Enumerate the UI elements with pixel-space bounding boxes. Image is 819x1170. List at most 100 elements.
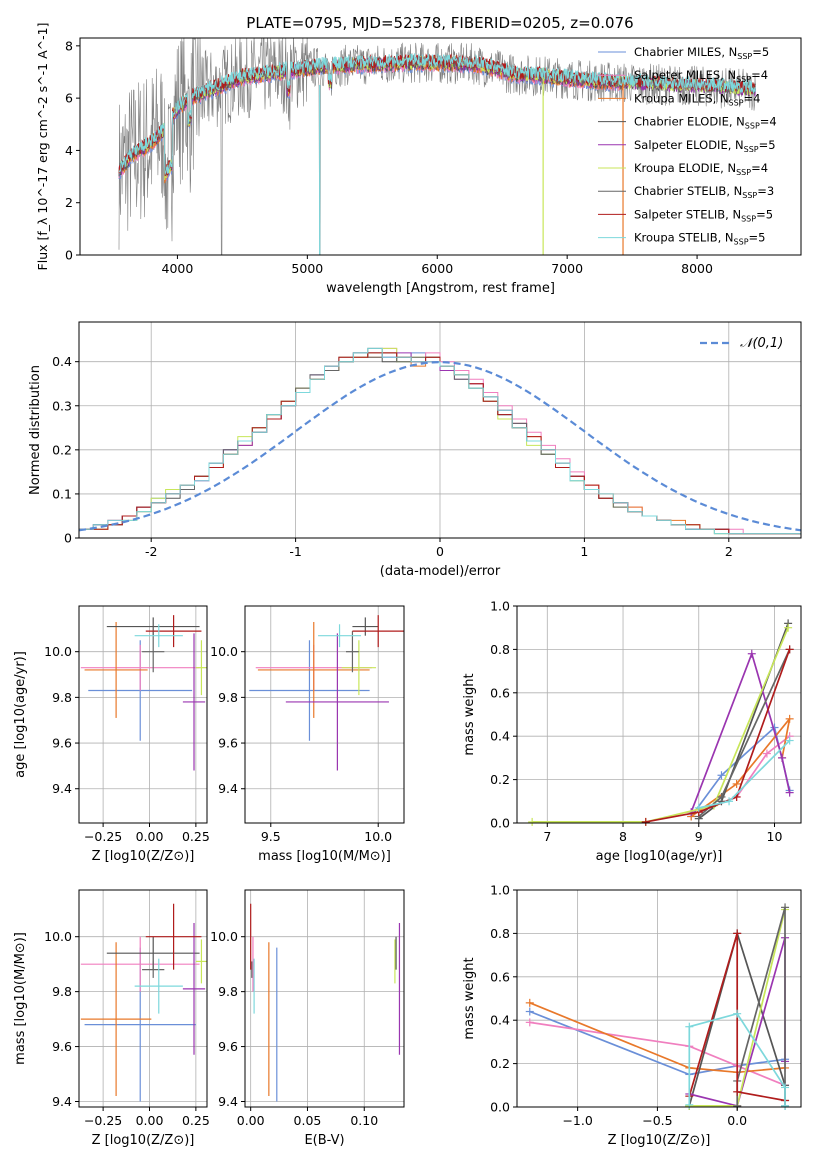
x-axis-label: E(B-V) (304, 1133, 344, 1148)
legend-entry-value: =4 (744, 91, 761, 105)
y-tick-label: 9.8 (218, 984, 238, 999)
grid-lines (245, 890, 404, 1107)
x-tick-label: 0.00 (237, 1113, 265, 1128)
x-tick-label: −0.5 (642, 1113, 672, 1128)
y-tick-label: 9.8 (218, 690, 238, 705)
x-tick-label: 8000 (681, 261, 713, 276)
y-tick-label: 0.4 (52, 354, 72, 369)
y-tick-label: 9.4 (218, 781, 238, 796)
y-tick-label: 0 (65, 248, 73, 263)
errorbar-salpeter-miles (80, 644, 200, 691)
x-tick-label: 9 (695, 829, 703, 844)
legend-entry-subscript: SSP (741, 214, 756, 223)
x-tick-label: 7000 (551, 261, 583, 276)
y-tick-label: 0.2 (490, 772, 510, 787)
age-vs-metallicity-panel: −0.25 0.00 0.25 9.4 9.6 9.8 10.0 Z [log10(Z/Z⊙)… (13, 605, 210, 864)
x-tick-label: -2 (145, 544, 157, 559)
legend-entry-subscript: SSP (729, 98, 744, 107)
y-tick-label: 9.4 (52, 1094, 72, 1109)
legend-entry-value: =3 (757, 184, 774, 198)
errorbar-kroupa-stelib (134, 958, 183, 1014)
weight-marker (694, 803, 703, 812)
legend-entry: Kroupa MILES, NSSP=4 (634, 91, 760, 107)
model-spectrum-kroupa-stelib (118, 53, 756, 176)
weight-marker (785, 645, 794, 654)
axes-frame (244, 605, 405, 824)
y-tick-label: 0.4 (490, 1013, 510, 1028)
y-axis-label: mass weight (462, 957, 477, 1039)
y-tick-label: 0.8 (490, 642, 510, 657)
weight-marker (717, 792, 726, 801)
x-tick-label: 5000 (291, 261, 323, 276)
y-tick-label: 4 (65, 143, 73, 158)
legend-entry-text: Chabrier MILES, N (634, 45, 737, 59)
histogram-kroupa-stelib (79, 347, 801, 535)
legend-entry-value: =4 (760, 115, 777, 129)
weight-marker (778, 753, 787, 762)
y-tick-label: 10.0 (210, 644, 238, 659)
legend-entry: 𝒩(0,1) (740, 336, 783, 351)
weight-marker (641, 817, 650, 826)
y-tick-label: 9.6 (52, 736, 72, 751)
x-tick-label: 4000 (162, 261, 194, 276)
axes-frame (79, 37, 802, 256)
y-tick-label: 1.0 (490, 599, 510, 614)
errorbar-kroupa-elodie (195, 939, 207, 984)
weight-marker (784, 623, 793, 632)
legend-entry-text: Kroupa MILES, N (634, 91, 729, 105)
axes-frame (78, 889, 208, 1108)
axes-frame (78, 605, 208, 824)
axes-frame (516, 605, 802, 824)
y-tick-label: 0.3 (52, 398, 72, 413)
legend-entry: Salpeter ELODIE, NSSP=5 (634, 138, 776, 154)
errorbar-kroupa-miles (80, 942, 152, 1097)
weight-line-kroupa-miles (529, 1002, 786, 1074)
errorbar-salpeter-stelib (145, 903, 202, 970)
residual-histogram-panel: 𝒩(0,1) -2 -1 0 1 2 0 0.1 0.2 0.3 0.4 (data-model)/e… (28, 321, 802, 579)
legend-entry-value: =5 (749, 231, 766, 245)
grid-lines (79, 606, 207, 823)
y-tick-label: 0.6 (490, 685, 510, 700)
mass-vs-extinction-panel: 0.00 0.05 0.10 9.4 9.6 9.8 10.0 E(B-V) (210, 889, 405, 1148)
grid-lines (517, 605, 801, 824)
weight-marker (525, 1018, 534, 1027)
x-tick-label: 10.0 (364, 829, 392, 844)
weight-marker (717, 771, 726, 780)
x-tick-label: 0.00 (136, 829, 164, 844)
x-tick-label: 0 (436, 544, 444, 559)
x-tick-label: -1 (289, 544, 301, 559)
legend-entry-text: Kroupa ELODIE, N (634, 161, 736, 175)
x-tick-label: 1 (580, 544, 588, 559)
x-tick-label: 0.25 (182, 829, 210, 844)
errorbar-salpeter-elodie (285, 633, 389, 771)
weight-marker (733, 929, 742, 938)
y-tick-label: 0.0 (490, 816, 510, 831)
errorbar-kroupa-elodie (195, 640, 207, 696)
grid-lines (245, 606, 404, 823)
x-tick-label: 6000 (421, 261, 453, 276)
errorbar-kroupa-stelib (134, 624, 183, 648)
legend-entry: Salpeter STELIB, NSSP=5 (634, 207, 773, 223)
errorbar-salpeter-stelib (352, 615, 404, 648)
y-tick-label: 9.6 (218, 1039, 238, 1054)
y-tick-label: 9.8 (52, 690, 72, 705)
y-tick-label: 0.4 (490, 729, 510, 744)
x-axis-label: wavelength [Angstrom, rest frame] (326, 281, 555, 296)
legend-entry: Chabrier MILES, NSSP=5 (634, 45, 769, 61)
weight-marker (781, 1083, 790, 1092)
legend-entry-text: Chabrier ELODIE, N (634, 115, 745, 129)
mass-vs-metallicity-panel: −0.25 0.00 0.25 9.4 9.6 9.8 10.0 Z [log10(Z/Z⊙)… (13, 889, 210, 1148)
errorbar-chabrier-elodie (352, 617, 379, 636)
x-tick-label: 8 (619, 829, 627, 844)
y-tick-label: 10.0 (44, 929, 72, 944)
legend-entry-value: =5 (752, 45, 769, 59)
legend-entry-text: Salpeter ELODIE, N (634, 138, 744, 152)
weight-marker (685, 1022, 694, 1031)
errorbar-salpeter-elodie (182, 922, 206, 1055)
y-tick-label: 10.0 (210, 929, 238, 944)
weight-line-salpeter-elodie (690, 651, 791, 813)
y-tick-label: 0.1 (52, 486, 72, 501)
weight-marker (732, 779, 741, 788)
